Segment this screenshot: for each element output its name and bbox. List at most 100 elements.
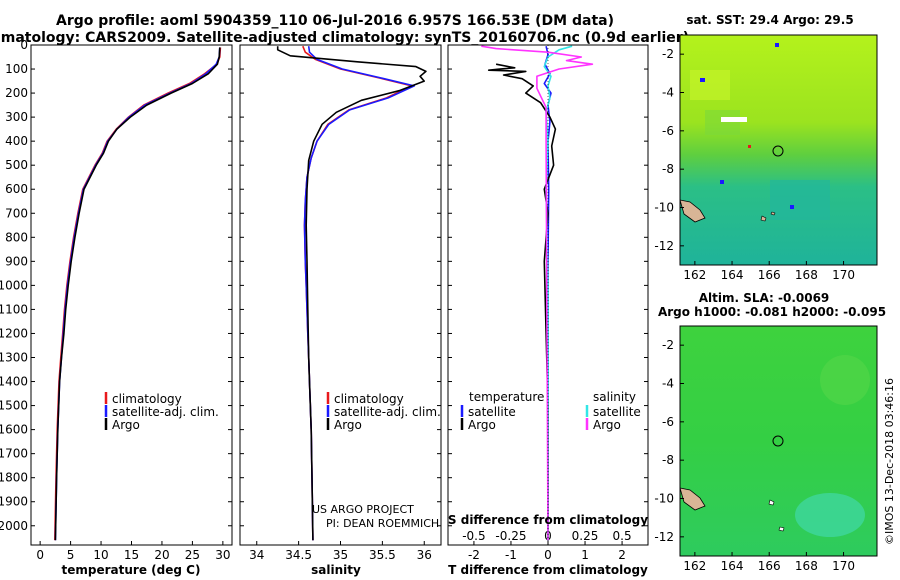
sla-map bbox=[680, 326, 877, 556]
lon-tick-label: 166 bbox=[758, 268, 781, 282]
sst-pixel bbox=[700, 78, 705, 82]
legend-title-temperature: temperature bbox=[469, 390, 544, 404]
sst-field bbox=[680, 35, 877, 265]
x-tick-label: 20 bbox=[154, 548, 169, 562]
salinity-xlabel: salinity bbox=[311, 563, 361, 577]
island-landmass bbox=[760, 215, 767, 222]
lat-tick-label: -12 bbox=[654, 530, 674, 544]
figure-title-line1: Argo profile: aoml 5904359_110 06-Jul-20… bbox=[56, 13, 614, 29]
top-x-tick-label: 0.25 bbox=[572, 529, 599, 543]
legend-label-sal-argo: Argo bbox=[593, 418, 621, 432]
depth-tick-label: 1700 bbox=[0, 447, 28, 461]
depth-tick-label: 300 bbox=[5, 110, 28, 124]
depth-tick-label: 100 bbox=[5, 62, 28, 76]
island-landmass bbox=[770, 211, 776, 216]
argo-float-position-marker bbox=[772, 145, 784, 157]
lon-tick-label: 164 bbox=[721, 268, 744, 282]
sla-map-title-line1: Altim. SLA: -0.0069 bbox=[699, 291, 830, 305]
x-tick-label: 35 bbox=[333, 548, 348, 562]
lat-tick-label: -10 bbox=[654, 492, 674, 506]
legend-label-satellite: satellite-adj. clim. bbox=[334, 405, 441, 419]
salinity-series bbox=[276, 45, 427, 541]
island-landmass bbox=[680, 199, 706, 223]
credit-pi: PI: DEAN ROEMMICH bbox=[326, 517, 439, 530]
depth-tick-label: 600 bbox=[5, 182, 28, 196]
lon-tick-label: 162 bbox=[683, 268, 706, 282]
lon-tick-label: 168 bbox=[795, 559, 818, 573]
top-x-tick-label: -0.5 bbox=[462, 529, 485, 543]
x-tick-label: 0 bbox=[36, 548, 44, 562]
lon-tick-label: 162 bbox=[683, 559, 706, 573]
sst-map-frame bbox=[679, 34, 878, 266]
lat-tick-label: -10 bbox=[654, 201, 674, 215]
depth-axis: 0 100 200 300 400 500 600 700 800 900 1000 1100 1200… bbox=[0, 38, 648, 533]
sst-pixel bbox=[790, 205, 794, 209]
island-landmass bbox=[778, 526, 785, 532]
x-tick-label: 1 bbox=[581, 548, 589, 562]
x-tick-label: -1 bbox=[505, 548, 517, 562]
figure-title-line2: Climatology: CARS2009. Satellite-adjuste… bbox=[0, 30, 689, 46]
x-tick-label: 15 bbox=[124, 548, 139, 562]
legend-label-argo: Argo bbox=[334, 418, 362, 432]
lon-tick-label: 170 bbox=[832, 559, 855, 573]
temperature-plot-frame bbox=[30, 44, 233, 546]
sst-missing-data bbox=[721, 117, 747, 122]
salinity-legend: climatology satellite-adj. clim. Argo bbox=[326, 392, 441, 432]
sla-map-title-line2: Argo h1000: -0.081 h2000: -0.095 bbox=[658, 305, 886, 319]
temperature-legend: climatology satellite-adj. clim. Argo bbox=[104, 392, 219, 432]
depth-tick-label: 1800 bbox=[0, 471, 28, 485]
sst-patch bbox=[770, 180, 830, 220]
series-line-argo bbox=[54, 47, 221, 541]
sst-pixel bbox=[775, 43, 779, 47]
x-tick-label: 10 bbox=[93, 548, 108, 562]
lon-tick-label: 170 bbox=[832, 268, 855, 282]
sst-pixel bbox=[748, 145, 751, 148]
top-x-tick-label: -0.25 bbox=[495, 529, 526, 543]
lat-tick-label: -12 bbox=[654, 239, 674, 253]
x-tick-label: 25 bbox=[185, 548, 200, 562]
depth-tick-label: 2000 bbox=[0, 519, 28, 533]
lat-tick-label: -4 bbox=[662, 377, 674, 391]
depth-tick-label: 500 bbox=[5, 158, 28, 172]
depth-tick-label: 400 bbox=[5, 134, 28, 148]
x-tick-label: 2 bbox=[618, 548, 626, 562]
temperature-xlabel: temperature (deg C) bbox=[62, 563, 201, 577]
legend-label-temp-argo: Argo bbox=[468, 418, 496, 432]
sst-map bbox=[680, 35, 877, 265]
sla-patch bbox=[820, 355, 870, 405]
lat-tick-label: -2 bbox=[662, 338, 674, 352]
lon-tick-label: 164 bbox=[721, 559, 744, 573]
legend-label-satellite: satellite-adj. clim. bbox=[112, 405, 219, 419]
depth-tick-label: 200 bbox=[5, 86, 28, 100]
credit-project: US ARGO PROJECT bbox=[312, 503, 414, 516]
sst-patch bbox=[690, 70, 730, 100]
lat-tick-label: -8 bbox=[662, 453, 674, 467]
legend-label-climatology: climatology bbox=[112, 392, 182, 406]
sla-patch bbox=[795, 493, 865, 537]
series-line-salinity-satellite bbox=[543, 45, 573, 541]
series-line-salinity-argo bbox=[481, 45, 594, 541]
lat-tick-label: -8 bbox=[662, 162, 674, 176]
series-line-satellite-adj-clim- bbox=[303, 46, 415, 541]
depth-tick-label: 800 bbox=[5, 230, 28, 244]
legend-label-climatology: climatology bbox=[334, 392, 404, 406]
lat-tick-label: -6 bbox=[662, 124, 674, 138]
x-tick-label: 36 bbox=[417, 548, 432, 562]
lat-tick-label: -4 bbox=[662, 86, 674, 100]
series-line-argo bbox=[276, 46, 427, 541]
sla-map-frame bbox=[679, 325, 878, 557]
series-line-satellite-adj-clim- bbox=[54, 47, 221, 541]
series-line-climatology bbox=[54, 47, 222, 541]
depth-tick-label: 1500 bbox=[0, 399, 28, 413]
sst-patch bbox=[705, 110, 740, 135]
credit-imos: ©IMOS 13-Dec-2018 03:46:16 bbox=[883, 378, 896, 545]
lat-tick-label: -2 bbox=[662, 47, 674, 61]
x-tick-label: -2 bbox=[468, 548, 480, 562]
x-tick-label: 0 bbox=[544, 548, 552, 562]
argo-float-position-marker bbox=[772, 435, 784, 447]
legend-title-salinity: salinity bbox=[593, 390, 636, 404]
depth-tick-label: 0 bbox=[20, 38, 28, 52]
x-tick-label: 34 bbox=[249, 548, 264, 562]
depth-tick-label: 1600 bbox=[0, 423, 28, 437]
